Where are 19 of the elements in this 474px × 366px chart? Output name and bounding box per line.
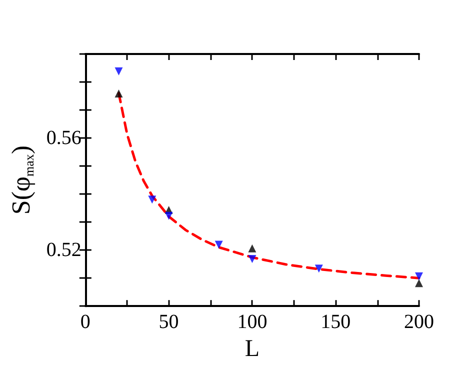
x-axis-title: L xyxy=(244,336,260,362)
x-tick-label: 200 xyxy=(404,311,434,334)
point xyxy=(248,255,256,264)
y-tick-label: 0.52 xyxy=(46,239,82,262)
y-axis-title: S(φmax) xyxy=(6,145,36,215)
y-tick-label: 0.56 xyxy=(46,127,82,150)
point xyxy=(214,240,223,249)
x-tick-label: 100 xyxy=(237,311,268,334)
x-tick-label: 0 xyxy=(80,311,90,334)
point xyxy=(248,244,256,252)
point xyxy=(114,89,123,98)
point xyxy=(114,67,123,76)
point xyxy=(415,279,423,288)
point xyxy=(164,212,173,220)
point xyxy=(415,272,423,280)
x-tick-label: 150 xyxy=(320,311,351,334)
point xyxy=(148,196,156,204)
point xyxy=(314,264,323,273)
x-tick-label: 50 xyxy=(158,311,179,334)
